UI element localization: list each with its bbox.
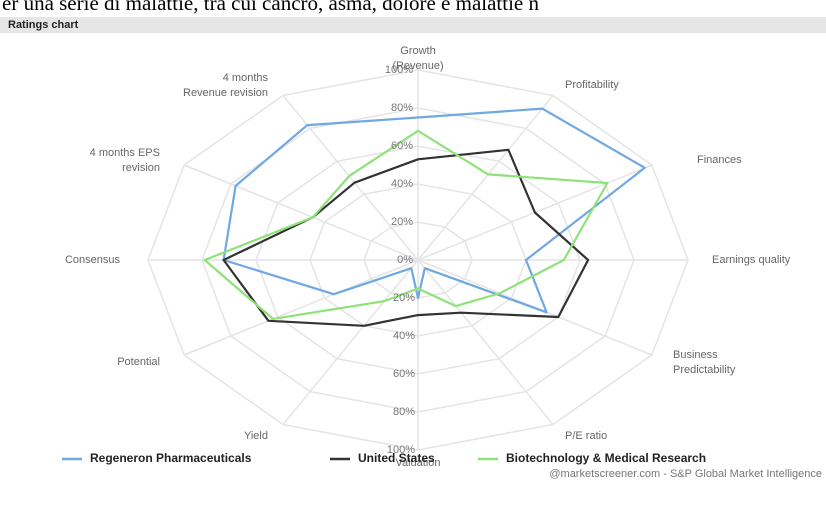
category-label: Valuation [395, 457, 440, 469]
category-label: P/E ratio [565, 430, 607, 442]
r-tick-label: 80% [393, 406, 415, 418]
category-label: Growth [400, 45, 435, 57]
category-label: Yield [244, 430, 268, 442]
r-tick-label: 0% [397, 254, 413, 266]
title-bar [0, 17, 826, 33]
category-label: (Revenue) [392, 60, 443, 72]
category-label: Revenue revision [183, 87, 268, 99]
category-label: 4 months [223, 72, 269, 84]
r-tick-label: 40% [391, 178, 413, 190]
axis-spoke [282, 259, 419, 426]
series-line [222, 107, 646, 314]
category-label: Finances [697, 154, 742, 166]
axis-spoke [417, 94, 554, 261]
axis-spoke [183, 259, 419, 356]
legend-label: United States [358, 451, 435, 465]
axis-spoke [417, 259, 554, 426]
r-tick-label: 100% [385, 64, 413, 76]
category-label: revision [122, 162, 160, 174]
r-tick-label: 20% [393, 292, 415, 304]
category-label: Business [673, 349, 718, 361]
series-line [203, 129, 609, 320]
category-label: 4 months EPS [90, 147, 160, 159]
header-text: er una serie di malattie, tra cui cancro… [2, 0, 540, 15]
axis-spoke [282, 94, 419, 261]
category-label: Predictability [673, 364, 736, 376]
r-tick-label: 100% [387, 444, 415, 456]
r-tick-label: 40% [393, 330, 415, 342]
axis-spoke [183, 164, 419, 261]
source: @marketscreener.com - S&P Global Market … [549, 468, 822, 480]
category-label: Potential [117, 356, 160, 368]
category-label: Earnings quality [712, 254, 791, 266]
r-tick-label: 20% [391, 216, 413, 228]
category-label: Consensus [65, 254, 121, 266]
r-tick-label: 80% [391, 102, 413, 114]
chart-title: Ratings chart [8, 19, 79, 31]
r-tick-label: 60% [393, 368, 415, 380]
legend-label: Regeneron Pharmaceuticals [90, 451, 252, 465]
category-label: Profitability [565, 79, 619, 91]
legend-label: Biotechnology & Medical Research [506, 451, 706, 465]
r-tick-label: 60% [391, 140, 413, 152]
